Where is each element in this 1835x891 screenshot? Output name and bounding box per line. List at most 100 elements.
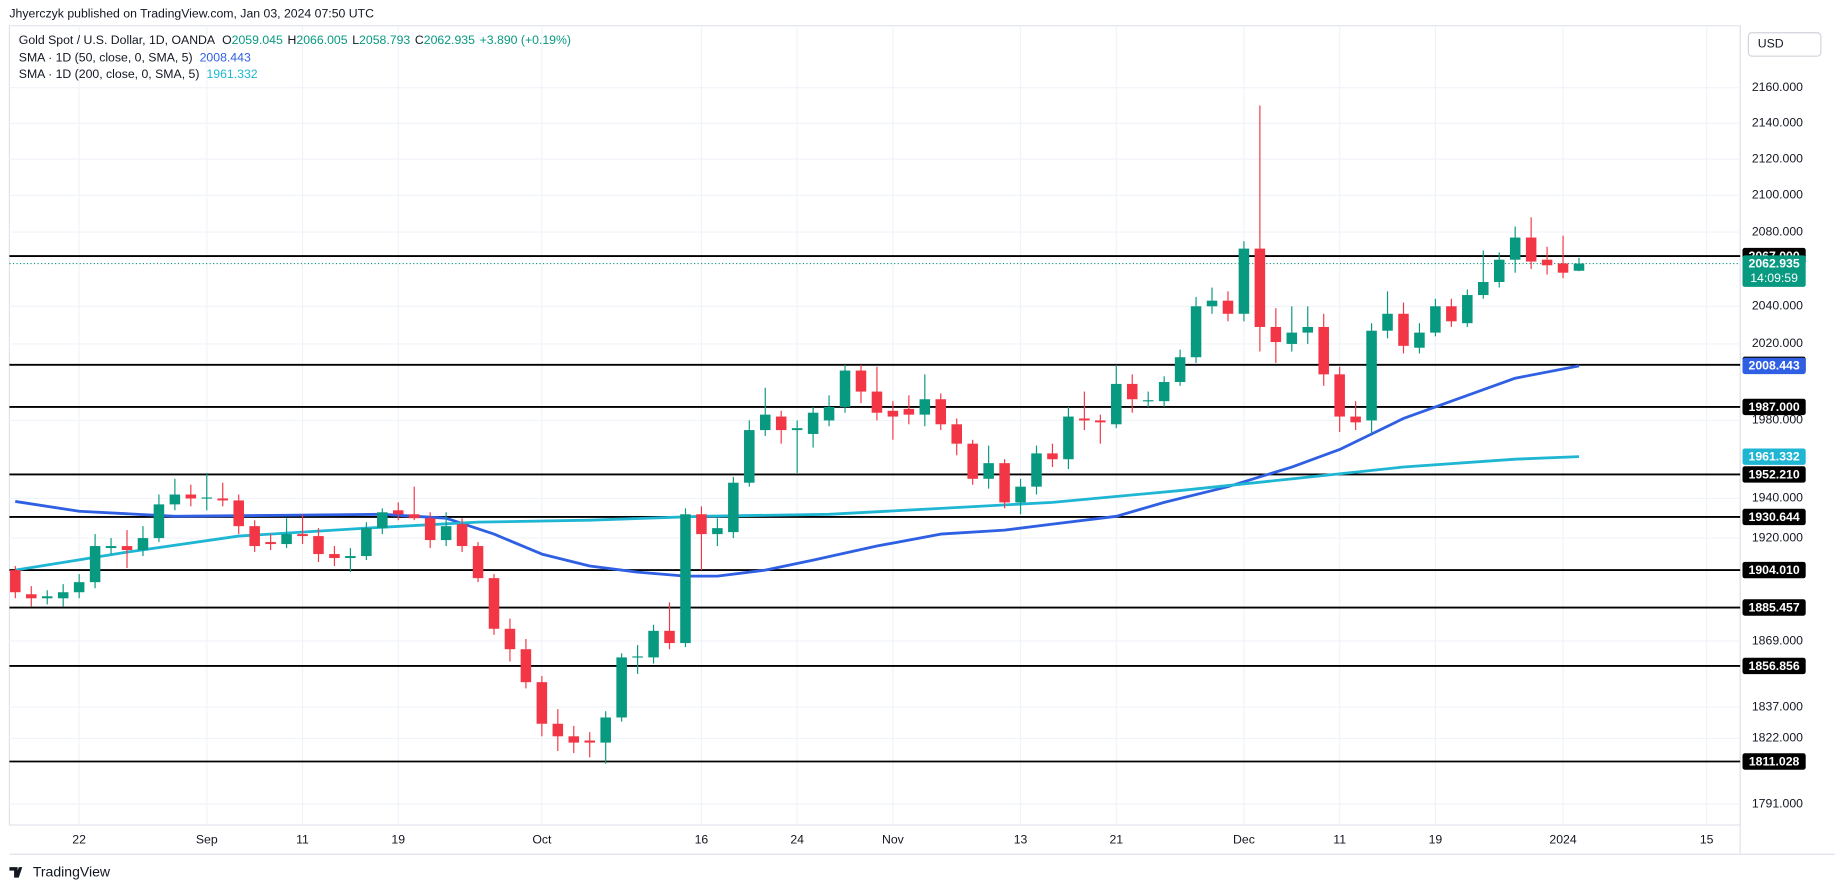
- ohlc-key: O: [222, 33, 232, 47]
- candle-body: [823, 406, 835, 421]
- candle-body: [488, 578, 500, 629]
- candle-body: [41, 596, 53, 599]
- level-tag-bg: [1742, 398, 1806, 416]
- candle-body: [1063, 416, 1074, 460]
- symbol: Gold Spot / U.S. Dollar, 1D, OANDA: [19, 33, 216, 47]
- sma-tag: 2008.443: [1749, 359, 1800, 373]
- sma-tag: 1961.332: [1749, 449, 1800, 463]
- candle-body: [1318, 326, 1329, 375]
- y-tick-label: 2160.000: [1752, 80, 1803, 94]
- candle-body: [1430, 306, 1441, 333]
- currency-button[interactable]: [1747, 32, 1822, 57]
- y-tick-label: 1920.000: [1752, 530, 1803, 544]
- candle-body: [1382, 313, 1393, 331]
- candle-body: [249, 526, 260, 547]
- y-tick-label: 2040.000: [1752, 299, 1803, 313]
- x-tick-label: 22: [72, 832, 86, 846]
- candle-body: [536, 682, 548, 724]
- sma-line: [15, 455, 1580, 572]
- candle-body: [887, 410, 899, 417]
- candle-body: [233, 500, 244, 527]
- x-tick-label: 15: [1700, 832, 1714, 846]
- marks: [9, 105, 1741, 764]
- candle-body: [153, 504, 165, 539]
- candle-body: [967, 443, 978, 479]
- candle-body: [1398, 313, 1409, 346]
- y-tick-label: 1940.000: [1752, 491, 1803, 505]
- candle-body: [1031, 453, 1042, 487]
- candle-body: [999, 463, 1010, 503]
- candle-body: [1047, 453, 1058, 460]
- candle-body: [1238, 248, 1250, 314]
- level-tag: 1952.210: [1749, 467, 1800, 481]
- candle-body: [983, 463, 994, 479]
- y-tick-label: 2140.000: [1752, 116, 1803, 130]
- candle-body: [73, 582, 85, 593]
- candle-body: [1015, 486, 1026, 503]
- candle-body: [712, 528, 723, 535]
- candle-body: [600, 717, 611, 743]
- candle-body: [696, 514, 707, 535]
- candle-body: [520, 649, 532, 683]
- level-tag: 1930.644: [1749, 510, 1800, 524]
- candle-body: [1302, 326, 1314, 333]
- candle-body: [456, 524, 468, 547]
- y-tick-label: 1980.000: [1752, 413, 1803, 427]
- x-tick-label: 24: [790, 832, 804, 846]
- legend-name: SMA · 1D (50, close, 0, SMA, 5): [19, 51, 193, 65]
- sma-tag-bg: [1742, 357, 1806, 375]
- candle-body: [1509, 237, 1521, 260]
- level-tag: 1811.028: [1749, 754, 1800, 768]
- candle-body: [377, 512, 388, 529]
- x-tick-label: Dec: [1233, 832, 1255, 846]
- candle-body: [281, 534, 292, 545]
- candle-body: [345, 556, 356, 559]
- price-tag: 2062.935: [1749, 256, 1800, 270]
- candle-body: [408, 514, 420, 519]
- candle-body: [472, 546, 484, 579]
- y-tick-label: 1869.000: [1752, 633, 1803, 647]
- candle-body: [759, 414, 771, 431]
- candle-body: [137, 538, 149, 551]
- candle-body: [1414, 332, 1425, 348]
- level-tag-bg: [1742, 466, 1806, 483]
- candle-body: [1142, 400, 1154, 402]
- x-tick-label: 11: [1333, 832, 1346, 846]
- level-tag-bg: [1742, 561, 1806, 579]
- sma-line: [15, 364, 1580, 578]
- candle-body: [744, 430, 755, 483]
- grid: [9, 25, 1741, 825]
- candle-body: [121, 546, 133, 551]
- brand-name: TradingView: [33, 864, 111, 880]
- y-tick-label: 2120.000: [1752, 151, 1803, 165]
- ohlc-legend: Gold Spot / U.S. Dollar, 1D, OANDA O2059.…: [19, 33, 571, 47]
- candle-body: [105, 546, 117, 549]
- candle-body: [169, 494, 181, 505]
- candle-body: [10, 570, 21, 593]
- level-tag: 1885.457: [1749, 600, 1800, 614]
- ohlc-value: 2058.793: [359, 33, 410, 47]
- ohlc-value: 2062.935: [424, 33, 475, 47]
- published-note: Jhyerczyk published on TradingView.com, …: [9, 6, 374, 20]
- candle-body: [807, 412, 819, 434]
- x-tick-label: 19: [1429, 832, 1443, 846]
- x-tick-label: Oct: [532, 832, 552, 846]
- y-tick-label: 2020.000: [1752, 336, 1803, 350]
- brand-logo: TradingView: [9, 864, 111, 880]
- candle-body: [839, 370, 851, 407]
- candle-body: [1206, 300, 1218, 307]
- candle-body: [1446, 306, 1457, 322]
- candle-body: [584, 740, 595, 743]
- candle-body: [265, 542, 276, 545]
- candle-body: [1079, 418, 1090, 421]
- currency-label[interactable]: USD: [1758, 37, 1784, 51]
- x-tick-label: 13: [1014, 832, 1028, 846]
- candle-body: [89, 546, 101, 583]
- ohlc-key: H: [288, 33, 297, 47]
- candle-body: [424, 518, 436, 541]
- candle-body: [1541, 259, 1553, 266]
- candle-body: [1462, 295, 1473, 324]
